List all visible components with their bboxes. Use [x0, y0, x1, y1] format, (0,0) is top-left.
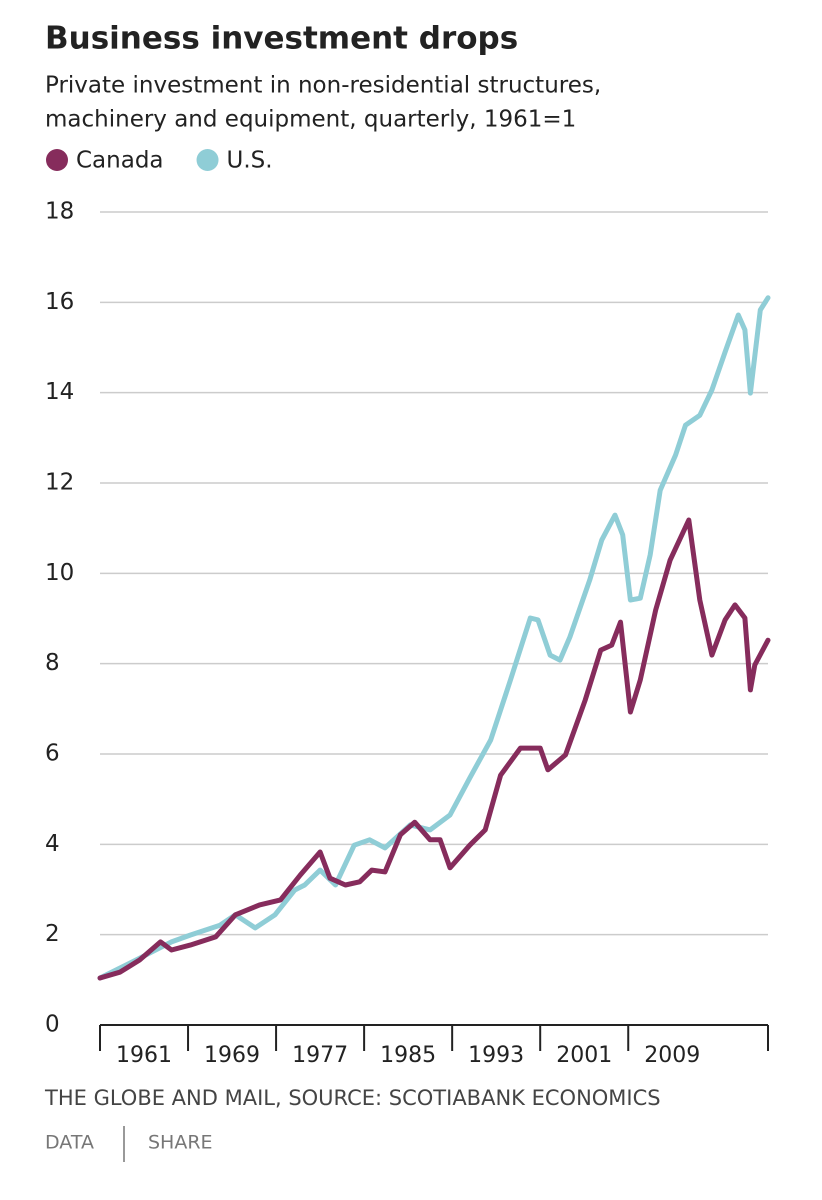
x-tick-label: 2009 — [644, 1043, 700, 1068]
y-tick-label: 10 — [45, 560, 74, 586]
legend-label: Canada — [76, 148, 164, 174]
y-tick-label: 4 — [45, 831, 60, 857]
y-tick-label: 2 — [45, 921, 60, 947]
y-tick-label: 16 — [45, 289, 74, 315]
legend-label: U.S. — [227, 148, 273, 174]
chart-subtitle: machinery and equipment, quarterly, 1961… — [45, 107, 576, 133]
y-tick-label: 18 — [45, 199, 74, 225]
x-tick-label: 1961 — [116, 1043, 172, 1068]
share-link[interactable]: SHARE — [148, 1132, 213, 1154]
y-tick-label: 14 — [45, 379, 74, 405]
x-tick-label: 1993 — [468, 1043, 524, 1068]
legend-swatch — [46, 149, 68, 171]
x-tick-label: 2001 — [556, 1043, 612, 1068]
legend-swatch — [196, 149, 219, 171]
data-link[interactable]: DATA — [45, 1132, 94, 1154]
series-line — [97, 517, 771, 981]
chart-subtitle: Private investment in non-residential st… — [45, 73, 601, 99]
x-tick-label: 1985 — [380, 1043, 436, 1068]
x-tick-label: 1977 — [292, 1043, 348, 1068]
series-line — [97, 295, 771, 981]
y-tick-label: 6 — [45, 741, 60, 767]
y-tick-label: 0 — [45, 1012, 60, 1038]
y-tick-label: 8 — [45, 650, 60, 676]
y-tick-label: 12 — [45, 470, 74, 496]
x-tick-label: 1969 — [204, 1043, 260, 1068]
source: THE GLOBE AND MAIL, SOURCE: SCOTIABANK E… — [44, 1086, 661, 1110]
chart-title: Business investment drops — [45, 21, 518, 57]
